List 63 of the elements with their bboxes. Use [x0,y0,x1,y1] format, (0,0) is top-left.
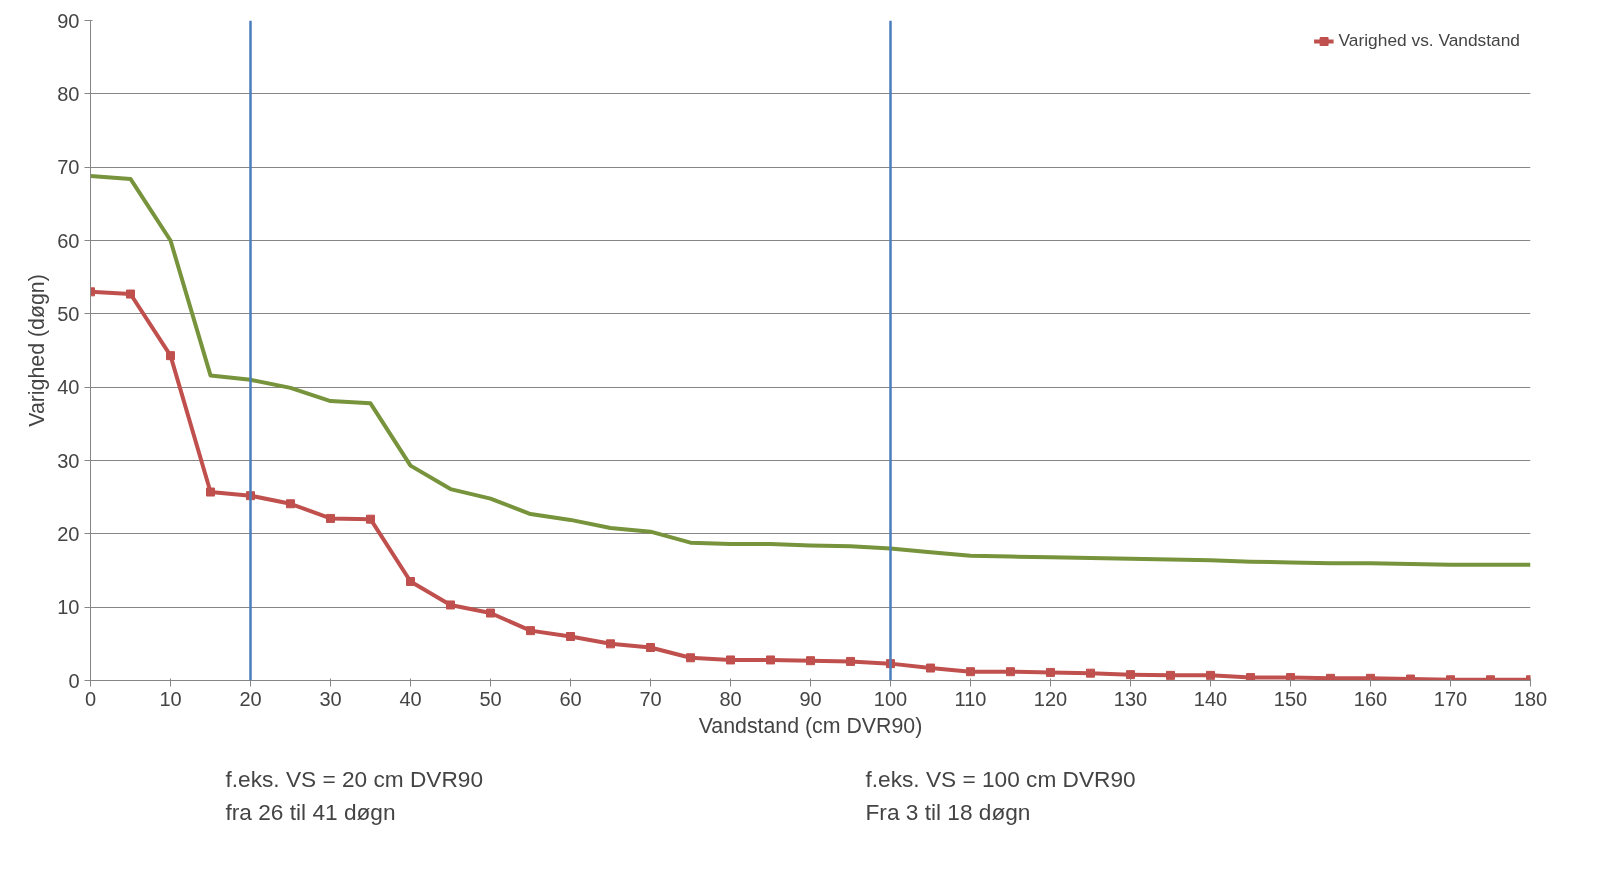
point [1246,673,1255,681]
point [1166,670,1175,680]
x-axis-title: Vandstand (cm DVR90) [698,713,923,738]
y-tick-label: 80 [57,82,80,105]
point [1286,673,1295,681]
x-tick-label: 10 [159,687,182,710]
y-tick-label: 40 [57,376,80,399]
x-tick-label: 40 [399,687,422,710]
x-tick-label: 80 [719,687,742,710]
x-tick-label: 120 [1033,687,1068,710]
x-tick-label: 130 [1113,687,1148,710]
y-tick-label: 10 [57,596,80,619]
point [1006,667,1015,677]
x-tick-label: 50 [479,687,502,710]
point [166,351,175,361]
point [646,643,655,652]
x-tick-label: 170 [1433,687,1468,710]
y-axis-title: Varighed (døgn) [25,274,50,427]
x-tick-label: 30 [319,687,342,710]
point [766,655,775,665]
point [526,626,535,636]
point [1126,670,1135,680]
point [446,600,455,610]
point [326,513,335,523]
line-series [90,173,1531,567]
x-tick-label: 70 [639,687,662,710]
point [566,632,575,641]
x-tick-label: 20 [239,687,262,710]
y-tick-label: 70 [57,156,80,179]
point [806,656,815,666]
point [406,577,415,586]
point [126,289,135,299]
x-tick-label: 90 [799,687,822,710]
y-tick-label: 90 [57,9,80,32]
point [206,487,215,497]
y-tick-label: 60 [57,229,80,252]
x-tick-label: 160 [1353,687,1388,710]
y-tick-label: 30 [57,449,80,472]
point [1046,667,1055,677]
x-tick-label: 100 [873,687,908,710]
text: f.eks. VS = 20 cm DVR90 fra 26 til 41 døgn [225,765,484,826]
y-tick-label: 50 [57,302,80,325]
y-tick-label: 0 [68,669,80,692]
point [726,655,735,665]
point [846,656,855,666]
point [1206,670,1215,680]
x-tick-label: 0 [84,687,97,710]
x-tick-label: 60 [559,687,582,710]
point [1086,668,1095,678]
x-tick-label: 110 [954,687,987,710]
x-tick-label: 180 [1513,687,1548,710]
point [606,639,615,649]
x-tick-label: 150 [1273,687,1308,710]
legend-label: Varighed vs. Vandstand [1338,30,1520,51]
point [966,667,975,677]
x-tick-label: 140 [1193,687,1228,710]
point [286,499,295,509]
y-tick-label: 20 [57,522,80,545]
point [486,608,495,618]
text: f.eks. VS = 100 cm DVR90 Fra 3 til 18 døgn [865,765,1136,826]
point [926,663,935,673]
point [686,653,695,663]
point [366,514,375,524]
